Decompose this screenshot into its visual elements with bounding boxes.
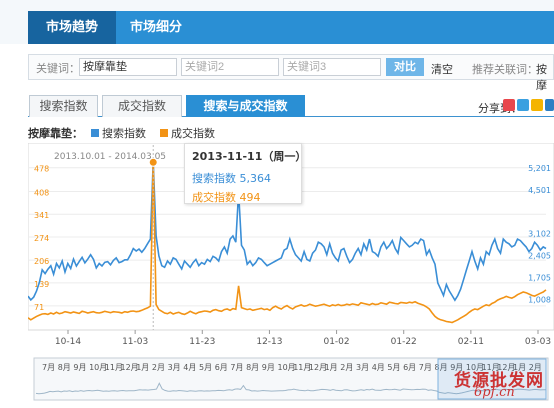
clear-link[interactable]: 清空 <box>431 63 453 76</box>
y-left-tick-label: 478 <box>34 165 49 174</box>
overview-month-label: 2月 <box>340 363 353 372</box>
compare-button[interactable]: 对比 <box>386 58 424 76</box>
x-tick-label: 12-13 <box>256 337 282 347</box>
x-tick-label: 01-22 <box>391 337 417 347</box>
overview-month-label: 1月 <box>325 363 338 372</box>
tooltip-date: 2013-11-11（周一） <box>192 150 307 163</box>
chart-legend: 按摩靠垫： 搜索指数 成交指数 <box>28 125 215 141</box>
overview-month-label: 10月 <box>278 363 296 372</box>
overview-month-label: 6月 <box>215 363 228 372</box>
overview-month-label: 11月 <box>105 363 123 372</box>
overview-month-label: 10月 <box>466 363 484 372</box>
overview-month-label: 3月 <box>356 363 369 372</box>
keyword-input-2[interactable]: 关键词2 <box>181 58 279 76</box>
overview-line <box>35 382 547 395</box>
qzone-icon[interactable] <box>517 99 529 111</box>
x-tick-label: 02-11 <box>458 337 484 347</box>
highlight-point <box>148 157 158 167</box>
x-tick-label: 01-02 <box>323 337 349 347</box>
weibo-icon[interactable] <box>503 99 515 111</box>
y-right-tick-label: 3,102 <box>528 230 551 239</box>
x-tick-label: 11-03 <box>122 337 148 347</box>
overview-month-label: 5月 <box>199 363 212 372</box>
legend-swatch-trade <box>159 129 168 137</box>
series-line-search <box>27 161 547 302</box>
overview-selection <box>437 358 547 400</box>
legend-search: 搜索指数 <box>102 127 146 140</box>
keyword-input-3[interactable]: 关键词3 <box>283 58 381 76</box>
overview-month-label: 9月 <box>450 363 463 372</box>
y-right-tick-label: 4,501 <box>528 186 551 195</box>
overview-month-label: 8月 <box>435 363 448 372</box>
overview-month-label: 6月 <box>403 363 416 372</box>
keyword-label: 关键词： <box>36 62 80 75</box>
watermark-text: 货源批发网 <box>454 371 544 391</box>
tooltip-search: 搜索指数 5,364 <box>192 172 271 185</box>
y-left-tick-label: 139 <box>34 280 49 289</box>
watermark-domain: 6pf.cn <box>474 385 515 400</box>
overview-month-label: 12月 <box>121 363 139 372</box>
tab-trade-index[interactable]: 成交指数 <box>102 95 182 117</box>
recommend-label: 推荐关联词： <box>472 63 538 76</box>
y-left-tick-label: 341 <box>34 211 49 220</box>
overview-month-label: 9月 <box>73 363 86 372</box>
share-label: 分享到： <box>478 102 522 115</box>
keyword-input-1[interactable]: 按摩靠垫 <box>79 58 177 76</box>
x-tick-label: 03-03 <box>525 337 551 347</box>
y-left-tick-label: 274 <box>34 234 49 243</box>
star-icon[interactable] <box>531 99 543 111</box>
y-right-tick-label: 1,705 <box>528 274 551 283</box>
y-left-tick-label: 71 <box>34 303 44 312</box>
legend-swatch-search <box>90 129 99 137</box>
overview-month-label: 7月 <box>230 363 243 372</box>
overview-month-label: 9月 <box>262 363 275 372</box>
y-left-tick-label: 206 <box>34 257 49 266</box>
y-right-tick-label: 1,008 <box>528 295 551 304</box>
overview-month-label: 3月 <box>168 363 181 372</box>
legend-keyword: 按摩靠垫： <box>28 127 83 140</box>
tab-market-trend[interactable]: 市场趋势 <box>28 11 116 44</box>
legend-trade: 成交指数 <box>171 127 215 140</box>
overview-month-label: 10月 <box>89 363 107 372</box>
overview-month-label: 4月 <box>183 363 196 372</box>
tooltip-trade: 成交指数 494 <box>192 191 261 204</box>
overview-month-label: 7月 <box>42 363 55 372</box>
overview-month-label: 8月 <box>58 363 71 372</box>
overview-month-label: 12月 <box>497 363 515 372</box>
x-tick-label: 10-14 <box>55 337 81 347</box>
tooltip: 2013-11-11（周一） 搜索指数 5,364 成交指数 494 <box>184 143 307 204</box>
tab-search-index[interactable]: 搜索指数 <box>29 95 98 117</box>
overview-month-label: 1月 <box>513 363 526 372</box>
overview-month-label: 2月 <box>529 363 542 372</box>
overview-month-label: 4月 <box>372 363 385 372</box>
overview-month-label: 11月 <box>482 363 500 372</box>
date-range-label: 2013.10.01 - 2014.03.05 <box>54 152 166 162</box>
series-line-trade <box>27 162 547 324</box>
overview-month-label: 12月 <box>309 363 327 372</box>
people-icon[interactable] <box>545 99 554 111</box>
tab-search-and-trade-index[interactable]: 搜索与成交指数 <box>186 95 305 117</box>
overview-month-label: 7月 <box>419 363 432 372</box>
x-tick-label: 11-23 <box>189 337 215 347</box>
overview-month-label: 8月 <box>246 363 259 372</box>
tab-market-segment[interactable]: 市场细分 <box>129 20 182 35</box>
overview-month-label: 5月 <box>387 363 400 372</box>
y-right-tick-label: 5,201 <box>528 164 551 173</box>
overview-month-label: 1月 <box>136 363 149 372</box>
overview-month-label: 2月 <box>152 363 165 372</box>
y-left-tick-label: 408 <box>34 189 49 198</box>
y-right-tick-label: 2,405 <box>528 252 551 261</box>
overview-month-label: 11月 <box>293 363 311 372</box>
recommend-keyword[interactable]: 按摩 <box>536 63 547 92</box>
